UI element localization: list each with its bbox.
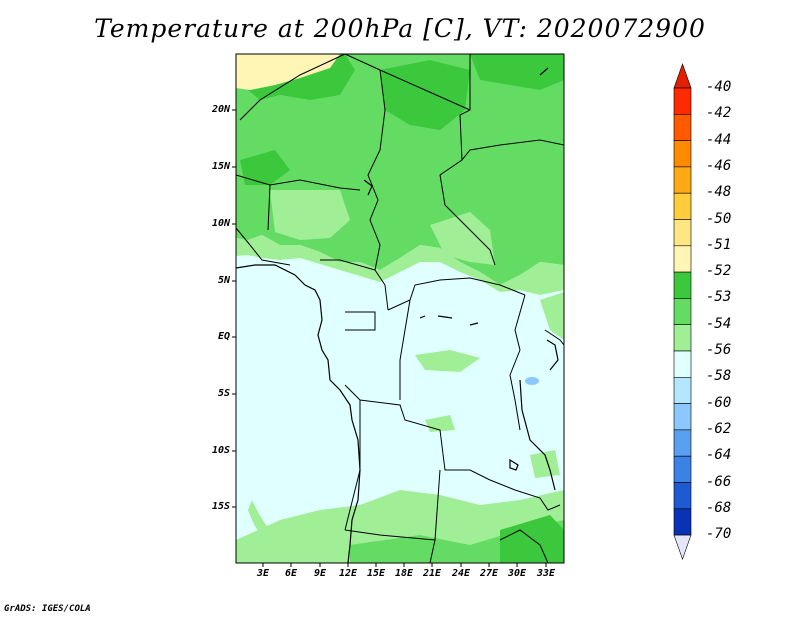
lon-label: 21E [422, 568, 442, 579]
colorbar-tick-label: -66 [706, 473, 732, 490]
field-patch-c52-2 [380, 60, 470, 130]
map-title: Temperature at 200hPa [C], VT: 202007290… [94, 14, 706, 43]
lat-label: 10N [211, 218, 230, 229]
colorbar-segment [673, 219, 692, 247]
field-patch-c52-3 [470, 54, 564, 90]
lon-label: 12E [338, 568, 358, 579]
lon-label: 24E [451, 568, 471, 579]
lat-label: 10S [211, 445, 230, 456]
colorbar-segment [673, 376, 692, 404]
colorbar-tick-label: -53 [706, 289, 732, 306]
colorbar-tick-label: -70 [706, 526, 732, 543]
colorbar-tick-label: -60 [706, 394, 732, 411]
coastline [235, 67, 559, 564]
field-patch-c52-4 [240, 150, 290, 185]
field-blob-c54-4 [540, 292, 564, 340]
field-band-c54-east [430, 212, 495, 265]
colorbar-segment [673, 324, 692, 352]
lat-label: 5S [217, 388, 230, 399]
colorbar-segment [673, 245, 692, 273]
colorbar-tick-label: -54 [706, 315, 732, 332]
country-borders [235, 53, 565, 564]
lon-label: 6E [284, 568, 298, 579]
colorbar-segment [673, 482, 692, 510]
lat-ticks [232, 109, 236, 508]
field-swirl-c54-sw [248, 500, 300, 560]
lat-label: 5N [217, 275, 230, 286]
field-band-c54-strip [236, 235, 564, 295]
colorbar-segment [673, 192, 692, 220]
lat-label: EQ [217, 331, 230, 342]
colorbar-tick-label: -50 [706, 210, 732, 227]
lon-label: 3E [256, 568, 270, 579]
colorbar-tick-label: -46 [706, 157, 732, 174]
lat-label: 20N [211, 104, 230, 115]
lon-label: 30E [507, 568, 527, 579]
lon-ticks [262, 563, 547, 567]
colorbar-segment [673, 140, 692, 168]
colorbar-segment [673, 455, 692, 483]
colorbar-tick-label: -42 [706, 105, 732, 122]
field-blob-c54-3 [530, 450, 560, 478]
field-blob-c58 [525, 377, 539, 385]
colorbar-segment [673, 429, 692, 457]
colorbar-tick-label: -48 [706, 184, 732, 201]
colorbar-bottom-arrow [673, 534, 692, 560]
colorbar-segment [673, 508, 692, 536]
colorbar-segment [673, 403, 692, 431]
field-band-c54-west [270, 190, 350, 240]
colorbar-tick-label: -51 [706, 236, 732, 253]
colorbar-top-arrow [673, 63, 692, 89]
lon-label: 15E [366, 568, 386, 579]
footer-credit: GrADS: IGES/COLA [4, 604, 91, 614]
colorbar-segment [673, 298, 692, 325]
colorbar-segment [673, 350, 692, 378]
colorbar-tick-label: -52 [706, 263, 732, 280]
lon-label: 18E [394, 568, 414, 579]
field-patch-c50-nw [236, 54, 340, 90]
colorbar-tick-label: -62 [706, 420, 732, 437]
colorbar-segment [673, 114, 692, 141]
colorbar-tick-label: -58 [706, 368, 732, 385]
lon-label: 9E [313, 568, 327, 579]
lon-label: 33E [536, 568, 556, 579]
colorbar-segment [673, 87, 692, 115]
colorbar-segment [673, 166, 692, 194]
lon-label: 27E [479, 568, 499, 579]
colorbar-tick-label: -56 [706, 342, 732, 358]
lat-label: 15S [211, 501, 230, 512]
colorbar [673, 63, 692, 560]
colorbar-tick-label: -44 [706, 131, 732, 148]
colorbar-tick-label: -40 [706, 79, 732, 95]
lat-label: 15N [211, 161, 230, 172]
map-frame [235, 53, 565, 564]
field-blob-c54-1 [415, 350, 480, 372]
colorbar-tick-label: -68 [706, 499, 732, 516]
colorbar-tick-label: -64 [706, 447, 732, 464]
colorbar-segment [673, 271, 692, 299]
